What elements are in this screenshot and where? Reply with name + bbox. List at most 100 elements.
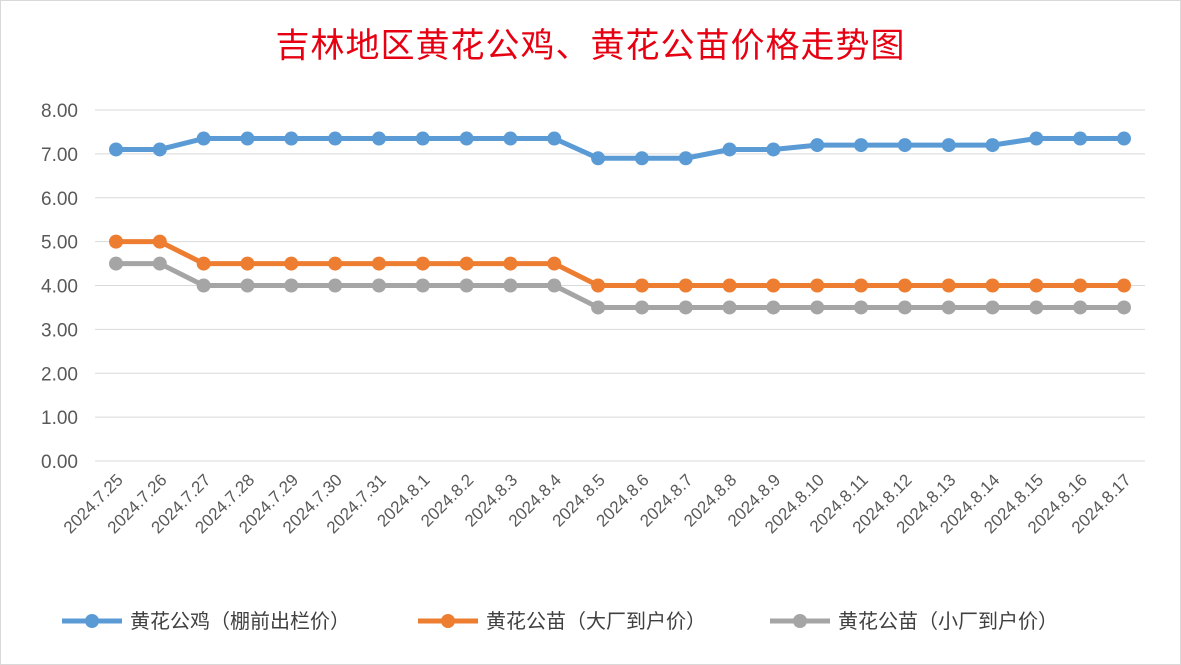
- data-point: [503, 256, 518, 271]
- data-point: [678, 278, 693, 293]
- data-point: [941, 138, 956, 153]
- data-point: [109, 234, 123, 249]
- data-point: [854, 278, 869, 293]
- data-point: [284, 278, 299, 293]
- series-line: [113, 261, 1127, 310]
- series-2: [109, 234, 1131, 293]
- data-point: [284, 131, 299, 146]
- series-3: [109, 256, 1131, 315]
- y-tick-label: 2.00: [41, 364, 78, 385]
- data-point: [1029, 131, 1044, 146]
- data-point: [196, 256, 211, 271]
- data-point: [985, 278, 1000, 293]
- data-point: [634, 278, 649, 293]
- data-point: [897, 300, 912, 315]
- data-point: [897, 278, 912, 293]
- y-tick-label: 0.00: [41, 452, 78, 473]
- data-point: [196, 131, 211, 146]
- data-point: [1117, 300, 1131, 315]
- data-point: [591, 300, 606, 315]
- data-point: [766, 142, 781, 157]
- data-point: [415, 131, 430, 146]
- data-point: [109, 256, 123, 271]
- legend-item: 黄花公苗（大厂到户价）: [418, 609, 706, 633]
- data-point: [503, 131, 518, 146]
- data-point: [678, 300, 693, 315]
- data-point: [328, 131, 343, 146]
- data-point: [1029, 278, 1044, 293]
- series-1: [109, 131, 1131, 166]
- gridlines: [95, 109, 1145, 462]
- data-point: [328, 278, 343, 293]
- data-point: [152, 256, 167, 271]
- legend-swatch-marker: [441, 614, 455, 628]
- data-point: [722, 278, 737, 293]
- data-point: [1029, 300, 1044, 315]
- data-point: [766, 300, 781, 315]
- y-tick-label: 6.00: [41, 189, 78, 210]
- data-point: [634, 300, 649, 315]
- y-axis-ticks: 0.00 1.00 2.00 3.00 4.00 5.00 6.00 7.00 8.00: [41, 101, 78, 473]
- series-line: [113, 136, 1127, 161]
- data-point: [678, 151, 693, 166]
- data-point: [415, 256, 430, 271]
- y-tick-label: 8.00: [41, 101, 78, 122]
- data-point: [240, 278, 255, 293]
- data-point: [810, 278, 825, 293]
- series-group: [109, 131, 1131, 315]
- data-point: [415, 278, 430, 293]
- data-point: [459, 278, 474, 293]
- data-point: [503, 278, 518, 293]
- x-axis-ticks: 2024.7.252024.7.262024.7.272024.7.282024…: [60, 470, 1135, 537]
- data-point: [371, 131, 386, 146]
- data-point: [1117, 278, 1131, 293]
- data-point: [941, 300, 956, 315]
- data-point: [240, 256, 255, 271]
- data-point: [547, 131, 562, 146]
- y-tick-label: 7.00: [41, 145, 78, 166]
- data-point: [328, 256, 343, 271]
- data-point: [459, 131, 474, 146]
- data-point: [722, 142, 737, 157]
- data-point: [985, 138, 1000, 153]
- data-point: [547, 278, 562, 293]
- data-point: [854, 138, 869, 153]
- data-point: [547, 256, 562, 271]
- data-point: [152, 142, 167, 157]
- data-point: [810, 300, 825, 315]
- y-tick-label: 1.00: [41, 408, 78, 429]
- data-point: [1073, 278, 1088, 293]
- data-point: [1073, 300, 1088, 315]
- legend-label: 黄花公苗（小厂到户价）: [838, 609, 1058, 633]
- data-point: [941, 278, 956, 293]
- data-point: [591, 151, 606, 166]
- chart-title: 吉林地区黄花公鸡、黄花公苗价格走势图: [275, 26, 906, 66]
- data-point: [1073, 131, 1088, 146]
- y-tick-label: 4.00: [41, 277, 78, 298]
- data-point: [1117, 131, 1131, 146]
- legend-label: 黄花公鸡（棚前出栏价）: [130, 609, 350, 633]
- y-tick-label: 5.00: [41, 233, 78, 254]
- legend-swatch-marker: [793, 614, 807, 628]
- data-point: [371, 256, 386, 271]
- data-point: [284, 256, 299, 271]
- legend-item: 黄花公苗（小厂到户价）: [770, 609, 1058, 633]
- legend-label: 黄花公苗（大厂到户价）: [486, 609, 706, 633]
- data-point: [109, 142, 123, 157]
- data-point: [459, 256, 474, 271]
- legend: 黄花公鸡（棚前出栏价） 黄花公苗（大厂到户价） 黄花公苗（小厂到户价）: [62, 609, 1058, 633]
- data-point: [371, 278, 386, 293]
- data-point: [854, 300, 869, 315]
- series-line: [113, 239, 1127, 288]
- data-point: [722, 300, 737, 315]
- legend-swatch-marker: [85, 614, 99, 628]
- legend-item: 黄花公鸡（棚前出栏价）: [62, 609, 350, 633]
- y-tick-label: 3.00: [41, 320, 78, 341]
- data-point: [766, 278, 781, 293]
- data-point: [810, 138, 825, 153]
- data-point: [196, 278, 211, 293]
- data-point: [591, 278, 606, 293]
- data-point: [634, 151, 649, 166]
